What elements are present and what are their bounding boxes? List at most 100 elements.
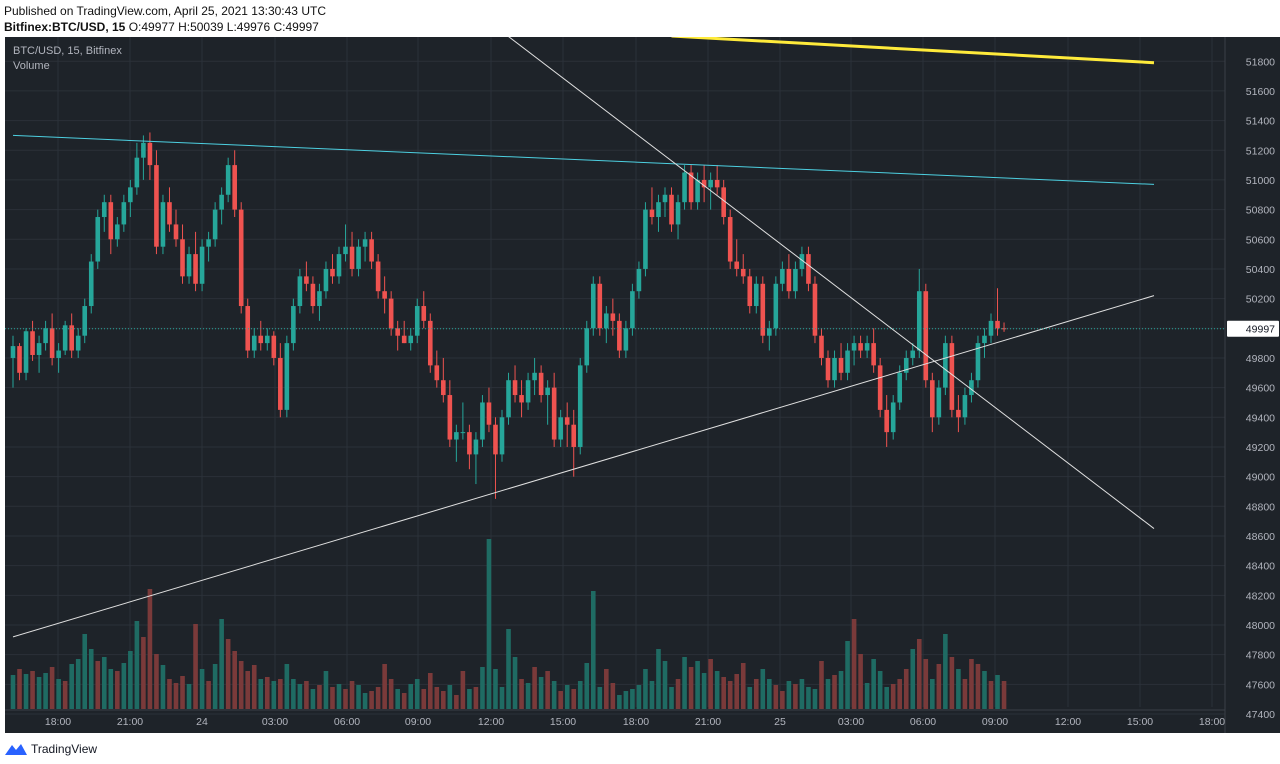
candle-body <box>617 320 622 351</box>
volume-bar <box>786 681 792 709</box>
volume-bar <box>271 681 277 709</box>
trendline-cyan <box>12 134 1155 185</box>
candle-body <box>10 346 16 358</box>
volume-bar <box>643 669 648 709</box>
footer[interactable]: TradingView <box>5 739 97 759</box>
volume-bar <box>545 671 550 709</box>
volume-bar <box>284 664 290 709</box>
volume-bar <box>727 681 733 709</box>
volume-bar <box>682 657 687 709</box>
volume-bar <box>780 691 785 709</box>
volume-bar <box>734 674 740 709</box>
volume-bar <box>480 667 485 709</box>
volume-bar <box>343 689 348 709</box>
volume-bar <box>323 671 329 709</box>
volume-bar <box>767 679 772 709</box>
x-tick-label: 03:00 <box>262 716 288 728</box>
x-tick-label: 25 <box>774 716 786 728</box>
legend-volume: Volume <box>13 60 50 72</box>
candle-body <box>884 409 889 433</box>
candle-body <box>597 283 603 329</box>
volume-bar <box>864 683 870 709</box>
volume-bar <box>447 685 453 709</box>
symbol-label: Bitfinex:BTC/USD, 15 <box>4 20 126 34</box>
candle-body <box>551 387 557 440</box>
footer-brand: TradingView <box>31 742 98 756</box>
volume-bar <box>903 669 909 709</box>
candle-body <box>134 157 140 188</box>
candle-body <box>525 380 531 403</box>
volume-bar <box>799 679 805 709</box>
y-tick-label: 48600 <box>1246 531 1275 543</box>
candle-body <box>30 331 35 355</box>
published-line: Published on TradingView.com, April 25, … <box>4 4 326 18</box>
candle-body <box>225 165 231 195</box>
volume-bar <box>988 681 994 709</box>
volume-bar <box>17 669 22 709</box>
volume-bar <box>173 683 179 709</box>
candle-body <box>128 187 133 203</box>
volume-bar <box>258 679 264 709</box>
candle-body <box>877 365 883 410</box>
candle-body <box>669 194 674 225</box>
candle-body <box>571 424 577 447</box>
candle-body <box>154 165 159 247</box>
volume-bar <box>936 664 942 709</box>
candle-body <box>714 179 720 188</box>
volume-bar <box>369 691 374 709</box>
volume-bar <box>512 657 518 709</box>
volume-bar <box>806 687 811 709</box>
volume-bar <box>128 651 133 709</box>
x-tick-label: 09:00 <box>405 716 431 728</box>
candle-body <box>812 283 818 336</box>
candle-body <box>258 335 264 344</box>
candle-body <box>910 350 916 358</box>
x-tick-label: 15:00 <box>550 716 576 728</box>
volume-bar <box>245 671 251 709</box>
candle-body <box>610 313 616 321</box>
candle-body <box>760 283 766 336</box>
volume-bar <box>297 684 303 709</box>
volume-bar <box>264 677 270 709</box>
candle-body <box>343 246 348 255</box>
y-tick-label: 48000 <box>1246 620 1275 632</box>
volume-bar <box>30 671 35 709</box>
candle-body <box>799 254 805 269</box>
volume-bars <box>10 539 1007 709</box>
volume-bar <box>225 639 231 709</box>
candle-body <box>147 142 153 166</box>
y-tick-label: 50600 <box>1246 234 1275 246</box>
volume-bar <box>460 671 466 709</box>
candle-body <box>421 306 427 321</box>
volume-bar <box>845 641 850 709</box>
volume-bar <box>134 621 140 709</box>
volume-bar <box>506 629 511 709</box>
x-tick-label: 18:00 <box>1199 716 1225 728</box>
candle-body <box>108 202 114 240</box>
candle-body <box>414 306 420 336</box>
candle-body <box>141 142 146 158</box>
candle-body <box>36 343 42 355</box>
y-tick-label: 48400 <box>1246 561 1275 573</box>
price-chart[interactable]: 51800 51600 51400 51200 51000 50800 50600 50400… <box>5 37 1280 733</box>
volume-bar <box>101 657 107 709</box>
candle-body <box>82 306 88 336</box>
y-tick-label: 51000 <box>1246 175 1275 187</box>
volume-bar <box>656 649 661 709</box>
candle-body <box>115 224 120 240</box>
candle-body <box>278 357 283 410</box>
trendline-yellow <box>671 37 1155 65</box>
volume-bar <box>108 669 114 709</box>
volume-bar <box>310 689 316 709</box>
candle-body <box>330 268 335 277</box>
volume-bar <box>675 679 681 709</box>
candle-body <box>17 346 22 373</box>
candle-body <box>56 350 61 358</box>
candle-body <box>962 395 968 418</box>
candle-body <box>264 335 270 344</box>
volume-bar <box>590 591 596 709</box>
candle-body <box>506 380 511 418</box>
volume-bar <box>414 679 420 709</box>
volume-bar <box>838 671 844 709</box>
candle-body <box>662 194 668 203</box>
